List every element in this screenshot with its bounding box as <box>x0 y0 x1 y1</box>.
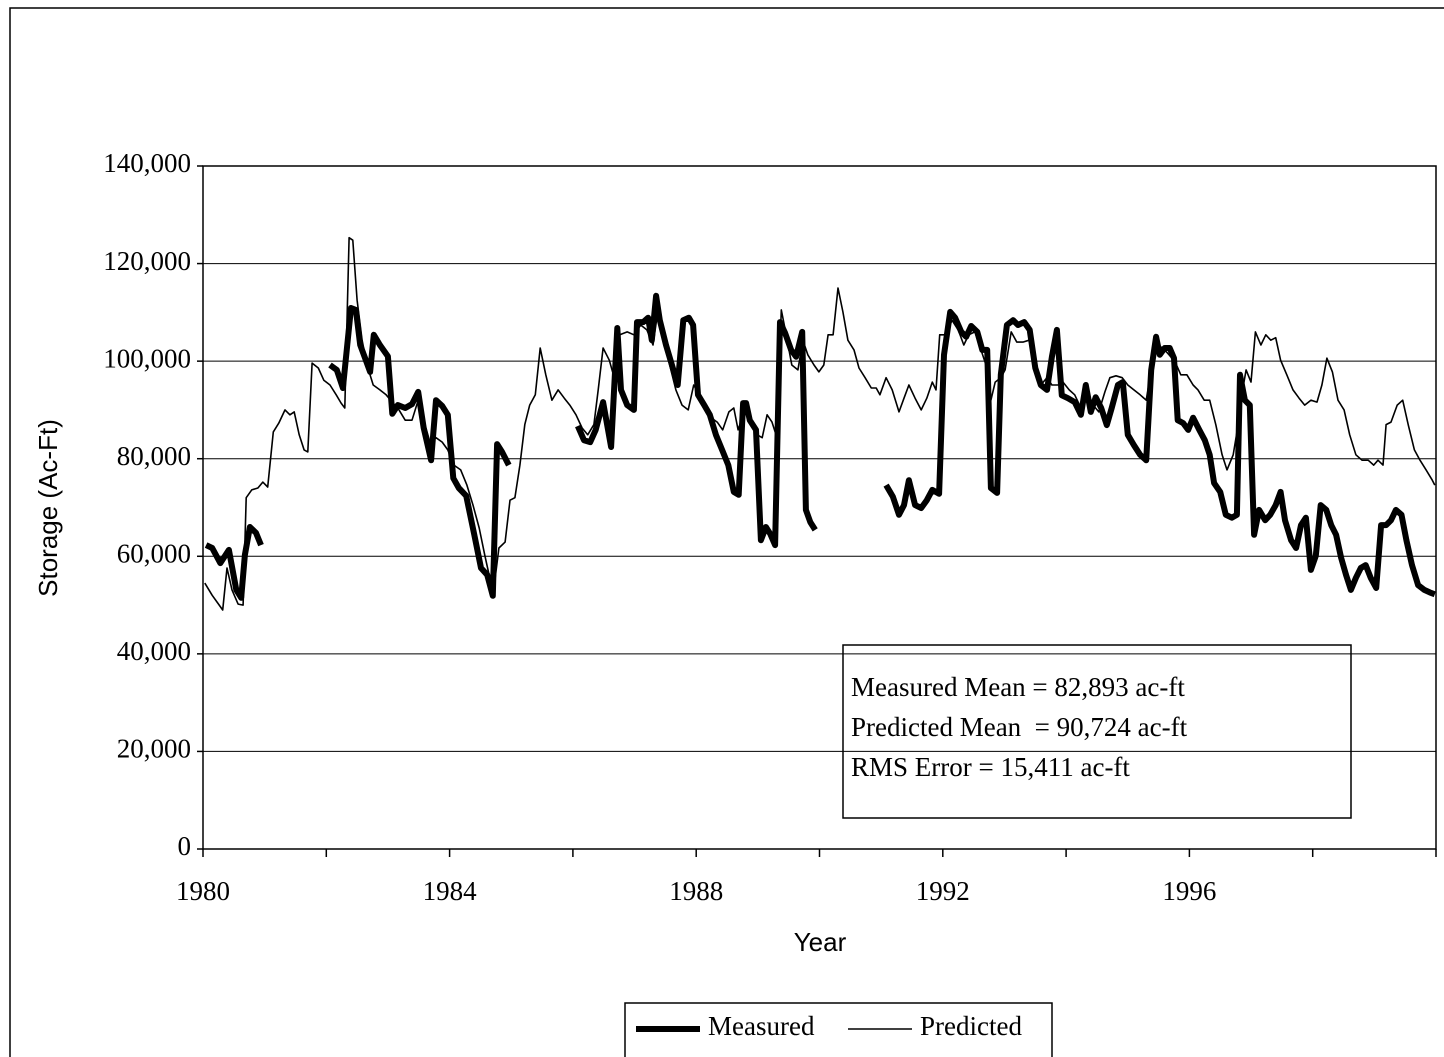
legend-label: Measured <box>708 1011 815 1041</box>
y-tick-label: 80,000 <box>117 441 191 471</box>
x-tick-label: 1996 <box>1162 876 1216 906</box>
stats-text: Predicted Mean = 90,724 ac-ft <box>851 712 1188 742</box>
y-axis-title: Storage (Ac-Ft) <box>33 419 63 597</box>
legend-label: Predicted <box>920 1011 1022 1041</box>
x-tick-label: 1992 <box>916 876 970 906</box>
chart-frame <box>9 7 1444 1057</box>
y-tick-label: 140,000 <box>103 148 191 178</box>
y-tick-label: 100,000 <box>103 343 191 373</box>
y-tick-label: 120,000 <box>103 246 191 276</box>
y-tick-label: 40,000 <box>117 636 191 666</box>
y-tick-label: 0 <box>178 831 192 861</box>
series-line <box>204 236 1436 611</box>
plot-area <box>202 165 1437 850</box>
series-line <box>204 292 1436 601</box>
x-tick-label: 1980 <box>176 876 230 906</box>
x-axis-title: Year <box>794 927 847 957</box>
x-tick-label: 1984 <box>423 876 478 906</box>
x-tick-label: 1988 <box>669 876 723 906</box>
stats-box <box>842 644 1352 819</box>
stats-text: Measured Mean = 82,893 ac-ft <box>851 672 1185 702</box>
y-tick-label: 20,000 <box>117 734 191 764</box>
y-tick-label: 60,000 <box>117 538 191 568</box>
stats-text: RMS Error = 15,411 ac-ft <box>851 752 1130 782</box>
